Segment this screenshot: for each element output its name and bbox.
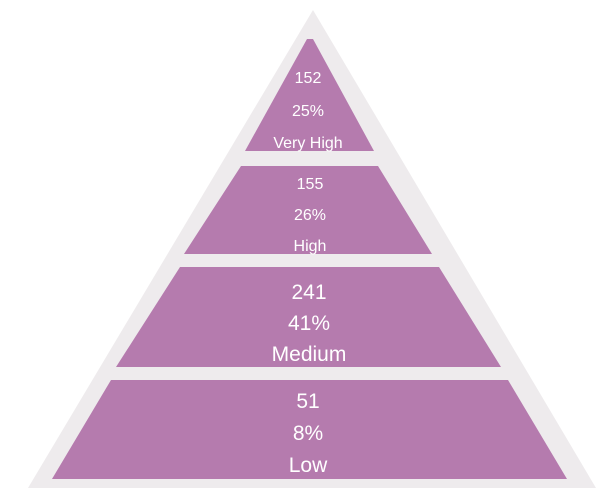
- tier-high-percent: 26%: [294, 207, 326, 224]
- tier-medium-percent: 41%: [288, 312, 330, 335]
- tier-low-percent: 8%: [293, 422, 323, 445]
- tier-very-high-band: [245, 39, 374, 151]
- tier-high-count: 155: [297, 176, 324, 193]
- tier-very-high: 152 25% Very High: [245, 39, 374, 152]
- tier-medium-count: 241: [291, 281, 326, 304]
- tier-high-band: [184, 166, 432, 254]
- tier-medium-band: [116, 267, 501, 367]
- tier-medium-level: Medium: [272, 343, 347, 366]
- tier-very-high-count: 152: [295, 70, 322, 87]
- tier-very-high-level: Very High: [273, 135, 342, 152]
- tier-medium: 241 41% Medium: [116, 267, 501, 367]
- tier-high: 155 26% High: [184, 166, 432, 255]
- tier-low-count: 51: [296, 390, 319, 413]
- tier-low-band: [52, 380, 567, 479]
- tier-high-level: High: [294, 238, 327, 255]
- tier-low: 51 8% Low: [52, 380, 567, 479]
- tier-low-level: Low: [289, 454, 328, 477]
- tier-very-high-percent: 25%: [292, 103, 324, 120]
